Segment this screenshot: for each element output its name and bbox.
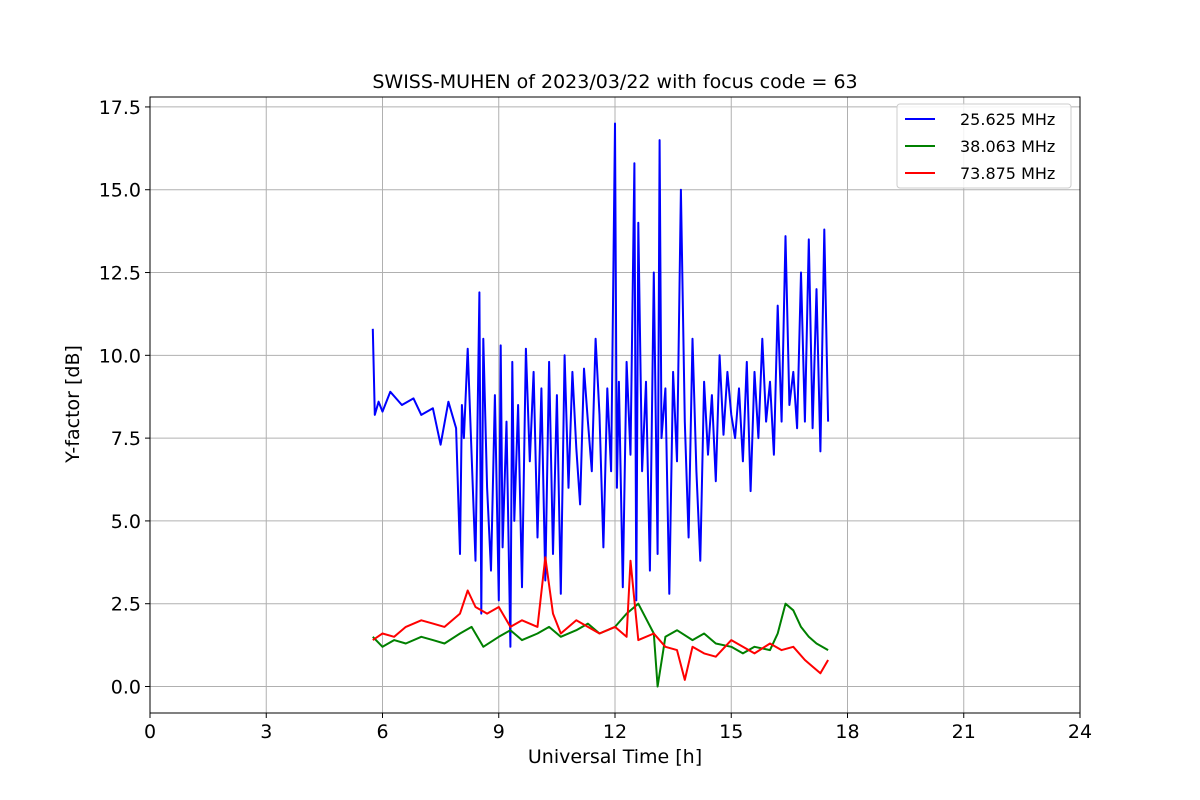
y-tick-label: 15.0 xyxy=(99,180,141,202)
series-line-1 xyxy=(371,122,830,648)
series-line-2 xyxy=(372,602,829,688)
y-tick-label: 7.5 xyxy=(111,428,141,450)
legend-label: 73.875 MHz xyxy=(960,164,1055,183)
y-tick-label: 2.5 xyxy=(111,594,141,616)
y-tick-label: 0.0 xyxy=(111,677,141,699)
x-tick-label: 12 xyxy=(603,721,627,743)
x-tick-label: 24 xyxy=(1068,721,1092,743)
legend-label: 38.063 MHz xyxy=(960,137,1055,156)
y-tick-label: 17.5 xyxy=(99,97,141,119)
x-tick-label: 3 xyxy=(260,721,272,743)
legend-box xyxy=(896,103,1072,189)
legend: 25.625 MHz 38.063 MHz 73.875 MHz xyxy=(896,103,1072,189)
x-axis-label: Universal Time [h] xyxy=(528,746,702,768)
series-group xyxy=(371,122,830,688)
x-tick-label: 0 xyxy=(144,721,156,743)
x-tick-label: 6 xyxy=(376,721,388,743)
x-tick-label: 18 xyxy=(835,721,859,743)
y-axis-label: Y-factor [dB] xyxy=(62,345,84,464)
ticks-group: 0 3 6 9 12 15 18 21 24 0.0 2.5 5.0 7.5 10.0 12.5 15.0 17… xyxy=(99,97,1092,743)
y-tick-label: 5.0 xyxy=(111,511,141,533)
x-tick-label: 21 xyxy=(952,721,976,743)
x-tick-label: 9 xyxy=(493,721,505,743)
y-tick-label: 12.5 xyxy=(99,263,141,285)
x-tick-label: 15 xyxy=(719,721,743,743)
y-tick-label: 10.0 xyxy=(99,345,141,367)
legend-label: 25.625 MHz xyxy=(960,110,1055,129)
series-line-3 xyxy=(372,556,829,681)
chart-title: SWISS-MUHEN of 2023/03/22 with focus cod… xyxy=(372,71,857,93)
